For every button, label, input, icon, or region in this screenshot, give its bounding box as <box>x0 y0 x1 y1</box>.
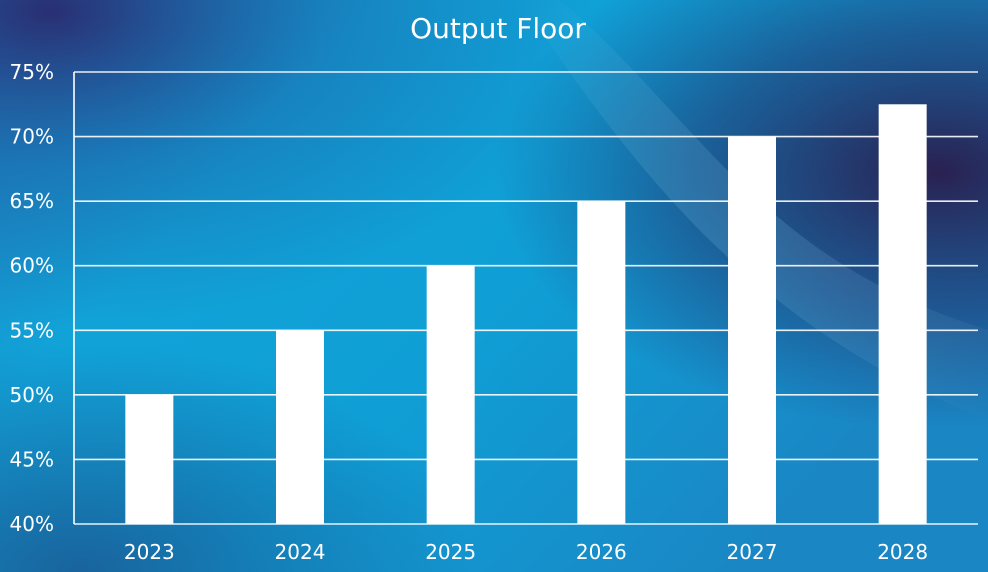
y-tick-label: 65% <box>10 189 54 213</box>
bar-2024 <box>276 330 324 524</box>
bar-2026 <box>577 201 626 524</box>
y-tick-label: 40% <box>10 512 54 536</box>
bar-2028 <box>878 104 927 525</box>
x-tick-label: 2028 <box>877 540 928 564</box>
x-tick-label: 2027 <box>727 540 778 564</box>
y-tick-label: 45% <box>10 447 54 471</box>
x-tick-label: 2023 <box>124 540 175 564</box>
x-tick-label: 2026 <box>576 540 627 564</box>
bar-2027 <box>728 136 776 525</box>
y-tick-label: 55% <box>10 318 54 342</box>
y-tick-label: 60% <box>10 254 54 278</box>
x-tick-label: 2024 <box>275 540 326 564</box>
x-tick-label: 2025 <box>425 540 476 564</box>
y-tick-label: 70% <box>10 125 54 149</box>
chart-title: Output Floor <box>410 12 586 45</box>
grid-lines <box>73 71 978 525</box>
x-axis-tick-labels: 2023 2024 2025 2026 2027 2028 <box>124 540 928 564</box>
bars <box>125 104 927 525</box>
bar-2023 <box>125 394 174 524</box>
bar-2025 <box>426 265 475 524</box>
y-axis-tick-labels: 40% 45% 50% 55% 60% 65% 70% 75% <box>10 60 54 536</box>
y-tick-label: 75% <box>10 60 54 84</box>
y-tick-label: 50% <box>10 383 54 407</box>
